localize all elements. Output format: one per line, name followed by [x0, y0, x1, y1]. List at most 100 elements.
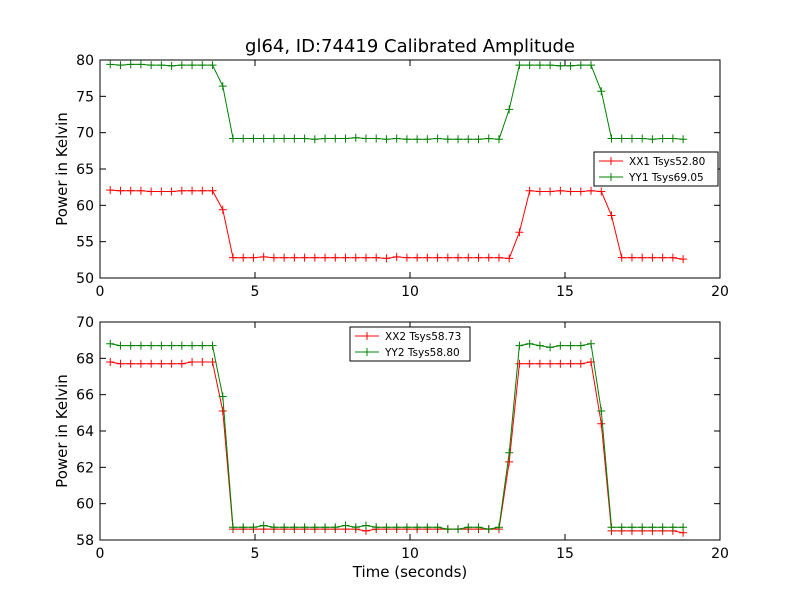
data-point: [392, 252, 401, 261]
data-point: [505, 457, 514, 466]
data-point: [106, 60, 115, 69]
data-point: [443, 253, 452, 262]
y-tick-label: 58: [76, 533, 94, 549]
legend-label: YY2 Tsys58.80: [384, 347, 460, 359]
data-point: [648, 523, 657, 532]
data-point: [535, 187, 544, 196]
data-point: [188, 61, 197, 70]
data-point: [464, 523, 473, 532]
data-point: [198, 186, 207, 195]
data-point: [546, 359, 555, 368]
data-point: [382, 135, 391, 144]
data-point: [525, 61, 534, 70]
y-tick-label: 68: [76, 351, 94, 367]
data-point: [392, 523, 401, 532]
data-point: [269, 134, 278, 143]
data-point: [566, 187, 575, 196]
data-point: [310, 135, 319, 144]
data-point: [556, 341, 565, 350]
data-point: [525, 359, 534, 368]
x-axis-label: Time (seconds): [352, 563, 468, 581]
data-point: [126, 60, 135, 69]
data-point: [617, 523, 626, 532]
data-point: [198, 357, 207, 366]
data-point: [167, 187, 176, 196]
data-point: [546, 61, 555, 70]
data-point: [341, 521, 350, 530]
data-point: [525, 186, 534, 195]
chart-title: gl64, ID:74419 Calibrated Amplitude: [245, 36, 575, 57]
y-tick-label: 50: [76, 271, 94, 287]
data-point: [382, 523, 391, 532]
bottom-chart: 0 5 10 15 20 58 60 62 64 66 68 70 Power in Kelvin Tim…: [53, 315, 729, 581]
data-point: [607, 211, 616, 220]
y-tick-label: 64: [76, 424, 94, 440]
data-point: [668, 253, 677, 262]
data-point: [157, 341, 166, 350]
data-point: [587, 61, 596, 70]
data-point: [627, 253, 636, 262]
x-tick-label: 15: [556, 546, 574, 562]
data-point: [597, 87, 606, 96]
data-point: [423, 135, 432, 144]
data-point: [167, 61, 176, 70]
data-point: [648, 135, 657, 144]
y-axis-label: Power in Kelvin: [53, 374, 71, 488]
data-point: [136, 60, 145, 69]
data-point: [310, 523, 319, 532]
legend-box: [349, 326, 471, 362]
data-point: [515, 61, 524, 70]
data-point: [679, 523, 688, 532]
data-point: [116, 359, 125, 368]
legend-label: XX1 Tsys52.80: [629, 156, 705, 168]
data-point: [126, 359, 135, 368]
data-point: [638, 523, 647, 532]
data-point: [351, 253, 360, 262]
data-point: [218, 407, 227, 416]
data-point: [147, 341, 156, 350]
data-point: [494, 135, 503, 144]
data-point: [372, 134, 381, 143]
data-point: [106, 357, 115, 366]
data-point: [464, 135, 473, 144]
legend-label: YY1 Tsys69.05: [628, 172, 704, 184]
data-point: [515, 341, 524, 350]
data-point: [177, 186, 186, 195]
data-point: [167, 341, 176, 350]
legend-box: [593, 151, 719, 187]
data-point: [474, 253, 483, 262]
data-point: [157, 359, 166, 368]
data-point: [361, 253, 370, 262]
data-point: [341, 134, 350, 143]
data-point: [188, 186, 197, 195]
data-point: [433, 253, 442, 262]
data-point: [310, 253, 319, 262]
data-point: [597, 419, 606, 428]
data-point: [228, 253, 237, 262]
x-tick-label: 20: [711, 546, 729, 562]
data-point: [668, 134, 677, 143]
data-point: [361, 521, 370, 530]
y-tick-label: 75: [76, 89, 94, 105]
data-point: [259, 252, 268, 261]
x-tick-label: 5: [251, 284, 260, 300]
data-point: [566, 341, 575, 350]
data-point: [443, 135, 452, 144]
data-point: [208, 341, 217, 350]
data-point: [177, 359, 186, 368]
data-point: [525, 339, 534, 348]
legend-marker: [607, 157, 615, 165]
data-point: [597, 187, 606, 196]
data-point: [259, 134, 268, 143]
data-point: [515, 228, 524, 237]
y-tick-label: 60: [76, 497, 94, 513]
data-point: [597, 407, 606, 416]
data-point: [638, 134, 647, 143]
data-point: [218, 82, 227, 91]
data-point: [556, 61, 565, 70]
data-point: [668, 523, 677, 532]
data-point: [198, 341, 207, 350]
data-point: [157, 187, 166, 196]
data-point: [679, 135, 688, 144]
